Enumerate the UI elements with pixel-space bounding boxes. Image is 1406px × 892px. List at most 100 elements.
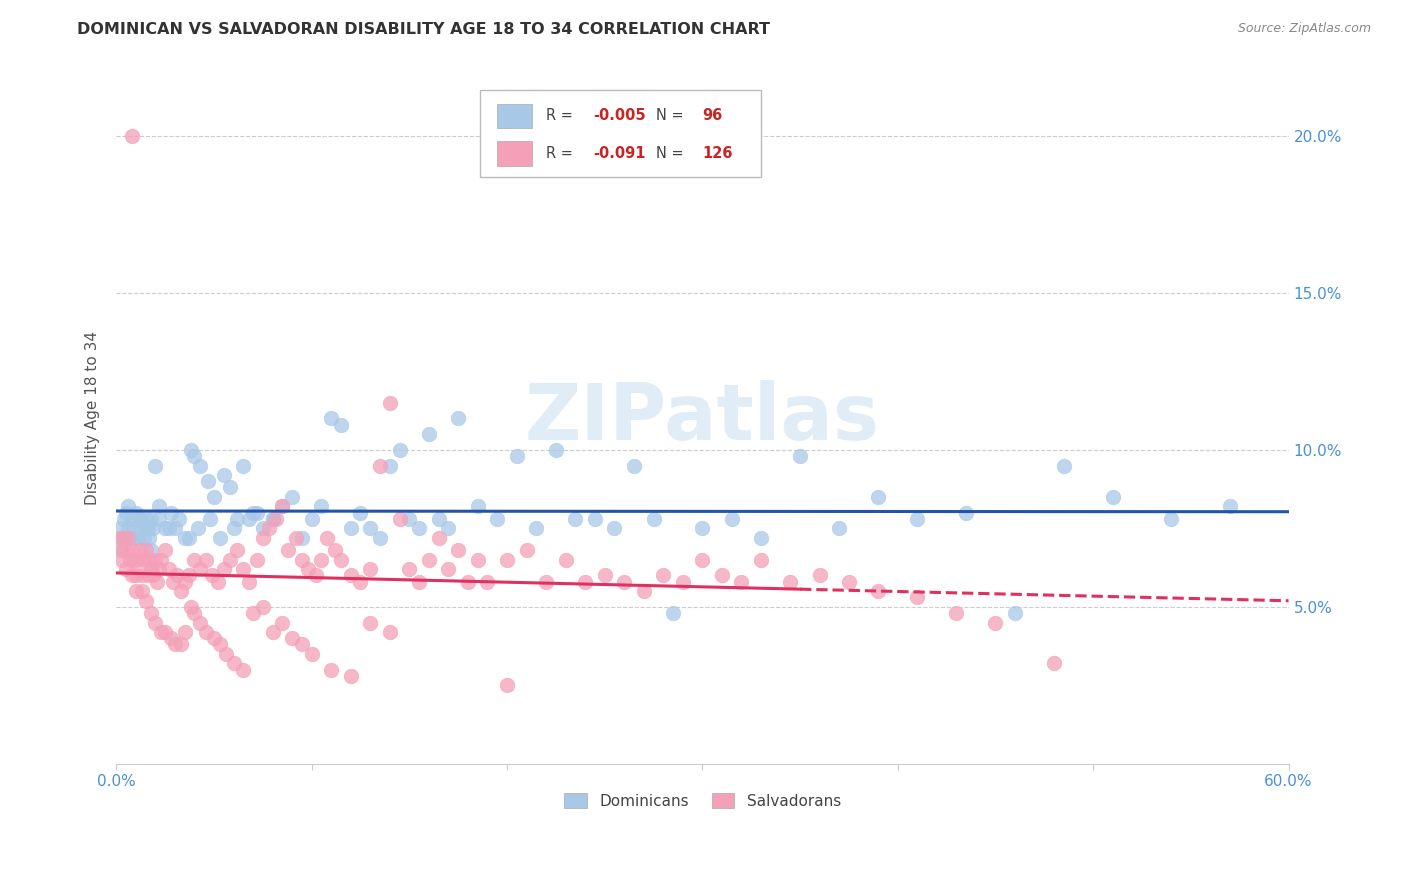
Point (108, 521, 131, 535)
Point (131, 521, 153, 535)
Point (218, 481, 240, 495)
Point (183, 449, 205, 463)
Point (437, 562, 460, 576)
Point (257, 521, 280, 535)
Point (720, 512, 742, 526)
FancyBboxPatch shape (479, 90, 761, 177)
Point (789, 449, 811, 463)
Point (447, 543, 470, 558)
Point (136, 521, 159, 535)
Point (166, 568, 188, 582)
Point (271, 615, 294, 630)
Point (378, 458, 401, 473)
Text: R =: R = (547, 145, 578, 161)
Point (163, 638, 186, 652)
Point (117, 500, 139, 514)
Point (330, 417, 353, 432)
Point (945, 606, 967, 620)
Point (157, 521, 180, 535)
Point (212, 467, 235, 482)
Point (128, 512, 150, 526)
Point (291, 531, 314, 545)
Point (242, 506, 264, 520)
Point (583, 512, 606, 526)
Point (188, 562, 211, 576)
Point (170, 638, 193, 652)
Point (122, 521, 145, 535)
Y-axis label: Disability Age 18 to 34: Disability Age 18 to 34 (86, 332, 100, 506)
Point (301, 512, 323, 526)
Point (564, 512, 586, 526)
Point (1053, 458, 1076, 473)
Point (262, 512, 284, 526)
Point (496, 552, 519, 566)
Point (749, 552, 772, 566)
Point (143, 458, 166, 473)
Point (339, 568, 361, 582)
Point (148, 562, 170, 576)
Point (232, 458, 254, 473)
Point (905, 512, 928, 526)
Point (281, 631, 304, 645)
Point (524, 521, 547, 535)
Point (121, 568, 143, 582)
Point (141, 606, 163, 620)
Point (252, 599, 274, 614)
Point (111, 543, 134, 558)
Point (506, 449, 529, 463)
Point (201, 568, 224, 582)
Point (467, 500, 489, 514)
Point (131, 584, 153, 599)
Point (141, 512, 163, 526)
Point (457, 574, 479, 589)
Point (418, 427, 440, 442)
Point (730, 574, 752, 589)
Point (173, 574, 195, 589)
Point (398, 562, 420, 576)
Text: Source: ZipAtlas.com: Source: ZipAtlas.com (1237, 22, 1371, 36)
Point (202, 490, 225, 504)
Point (207, 574, 229, 589)
Point (368, 458, 391, 473)
Text: -0.091: -0.091 (593, 145, 645, 161)
Point (121, 543, 143, 558)
Point (643, 512, 665, 526)
Point (262, 624, 284, 639)
Point (212, 562, 235, 576)
Point (132, 552, 155, 566)
Point (232, 562, 254, 576)
Point (252, 521, 274, 535)
Point (141, 562, 163, 576)
Point (1004, 606, 1026, 620)
Point (779, 574, 801, 589)
Point (195, 552, 218, 566)
Point (125, 506, 148, 520)
Point (271, 500, 294, 514)
Point (128, 512, 150, 526)
Point (297, 562, 319, 576)
Point (281, 490, 304, 504)
Point (132, 531, 155, 545)
Point (1160, 512, 1182, 526)
Point (127, 531, 149, 545)
Text: -0.005: -0.005 (593, 109, 645, 123)
Point (135, 593, 157, 607)
Point (427, 512, 450, 526)
Point (266, 512, 288, 526)
Point (232, 663, 254, 677)
Point (122, 552, 145, 566)
Point (246, 552, 269, 566)
Point (311, 500, 333, 514)
Point (427, 531, 450, 545)
Point (496, 678, 519, 692)
Point (378, 624, 401, 639)
Point (321, 411, 343, 425)
Point (173, 531, 195, 545)
Point (146, 574, 169, 589)
Point (304, 568, 326, 582)
Point (277, 543, 299, 558)
Point (215, 647, 238, 661)
Point (613, 574, 636, 589)
Point (177, 568, 200, 582)
Point (672, 574, 695, 589)
